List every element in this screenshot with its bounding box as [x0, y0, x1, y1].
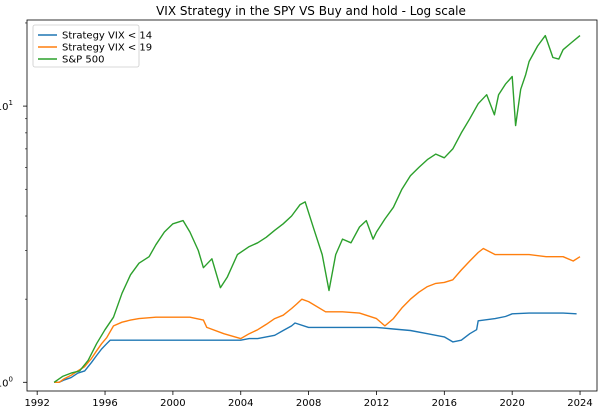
x-tick-label: 2016	[432, 398, 457, 409]
x-tick-label: 2012	[364, 398, 389, 409]
x-tick-label: 1992	[24, 398, 49, 409]
x-tick-label: 2004	[228, 398, 253, 409]
legend-box	[32, 24, 140, 68]
series-line-3	[53, 34, 581, 383]
x-tick-label: 2008	[296, 398, 321, 409]
y-tick-label: 101	[0, 99, 13, 113]
legend-label: Strategy VIX < 14	[62, 31, 152, 42]
y-axis: 100 101	[0, 22, 27, 389]
x-tick-label: 2000	[160, 398, 185, 409]
plot-area	[26, 19, 598, 392]
chart-title: VIX Strategy in the SPY VS Buy and hold …	[156, 4, 466, 18]
legend-label: S&P 500	[62, 55, 104, 66]
x-tick-label: 1996	[92, 398, 117, 409]
series-line-2	[54, 247, 581, 383]
y-tick-exponent: 0	[9, 375, 13, 383]
x-axis: 1992 1996 2000 2004 2008 2012 2016 2020 2024	[24, 391, 593, 409]
series-line-1	[54, 312, 577, 383]
x-tick-label: 2020	[499, 398, 524, 409]
y-tick-label: 100	[0, 375, 13, 389]
legend-label: Strategy VIX < 19	[62, 43, 152, 54]
x-tick-label: 2024	[567, 398, 592, 409]
y-tick-exponent: 1	[9, 99, 13, 107]
series-layer	[53, 34, 581, 383]
